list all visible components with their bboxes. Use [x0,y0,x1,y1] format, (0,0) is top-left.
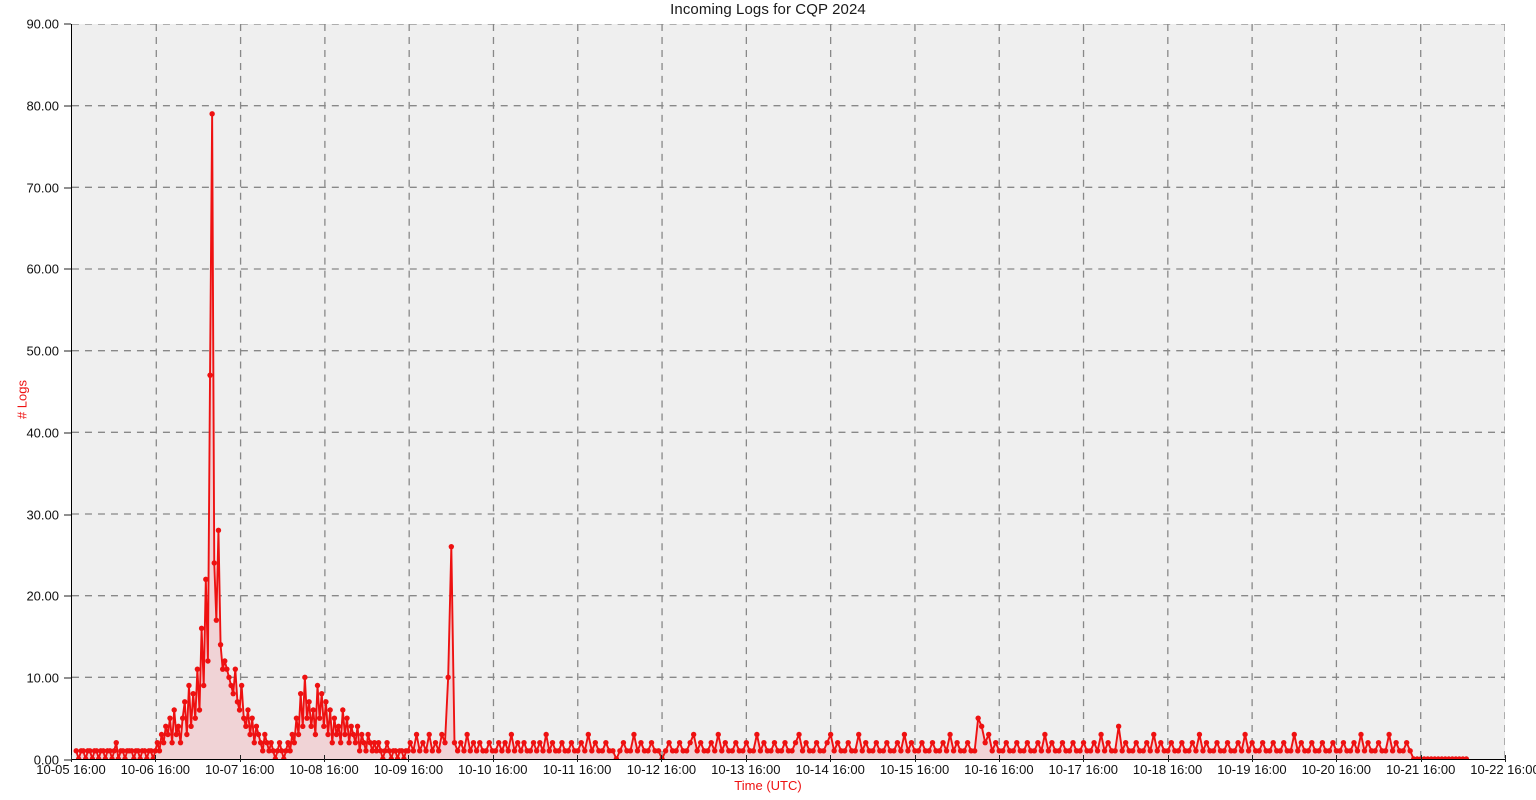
y-axis-tick-group: 0.00 10.00 20.00 30.00 40.00 50.00 60.00 70.00 8… [0,0,71,790]
y-tick-mark [64,514,71,516]
y-tick-mark [64,432,71,434]
y-tick-mark [64,105,71,107]
x-tick-label: 10-16 16:00 [964,762,1034,777]
y-tick-label: 30.00 [26,507,59,523]
x-tick-mark [745,755,747,762]
y-tick-mark [64,268,71,270]
x-tick-label: 10-22 16:00 [1470,762,1536,777]
x-tick-mark [1420,755,1422,762]
y-tick-mark [64,759,71,761]
x-tick-label: 10-13 16:00 [711,762,781,777]
x-tick-mark [1251,755,1253,762]
chart-title: Incoming Logs for CQP 2024 [670,1,866,18]
y-tick-label: 0.00 [33,752,59,768]
x-tick-mark [1505,755,1506,762]
y-tick-label: 50.00 [26,343,59,359]
y-tick-label: 20.00 [26,588,59,604]
x-tick-label: 10-07 16:00 [205,762,275,777]
log-count-series [73,111,1470,759]
x-tick-label: 10-11 16:00 [542,762,612,777]
y-tick-mark [64,677,71,679]
x-tick-label: 10-15 16:00 [879,762,950,777]
x-axis-tick-group: 10-05 16:00 10-06 16:00 10-07 16:00 10-08 1… [0,755,1536,784]
x-tick-label: 10-08 16:00 [289,762,359,777]
y-tick-mark [64,187,71,189]
x-tick-label: 10-06 16:00 [120,762,191,777]
plot-area [71,24,1505,760]
y-tick-mark [64,595,71,597]
x-tick-label: 10-20 16:00 [1301,762,1371,777]
x-tick-mark [492,755,494,762]
x-tick-mark [71,755,72,762]
y-tick-mark [64,23,71,25]
y-tick-mark [64,350,71,352]
x-tick-mark [1083,755,1085,762]
x-tick-mark [830,755,832,762]
x-tick-mark [1167,755,1169,762]
x-tick-label: 10-10 16:00 [458,762,528,777]
x-tick-mark [914,755,916,762]
x-tick-label: 10-09 16:00 [373,762,444,777]
y-tick-label: 70.00 [26,180,59,196]
x-tick-mark [408,755,410,762]
x-tick-mark [239,755,241,762]
x-tick-label: 10-05 16:00 [36,762,106,777]
y-tick-label: 60.00 [26,261,59,277]
x-tick-label: 10-19 16:00 [1217,762,1287,777]
y-tick-label: 90.00 [26,16,59,32]
x-tick-mark [577,755,579,762]
y-tick-label: 40.00 [26,425,59,441]
x-tick-label: 10-12 16:00 [626,762,697,777]
x-tick-mark [155,755,157,762]
x-tick-label: 10-18 16:00 [1132,762,1203,777]
x-tick-mark [1336,755,1338,762]
y-tick-label: 80.00 [26,98,59,114]
x-tick-label: 10-17 16:00 [1048,762,1118,777]
x-tick-label: 10-21 16:00 [1385,762,1456,777]
x-tick-label: 10-14 16:00 [795,762,865,777]
y-axis-title: # Logs [14,379,30,420]
x-tick-mark [324,755,326,762]
x-tick-mark [998,755,1000,762]
y-tick-label: 10.00 [26,670,59,686]
x-tick-mark [661,755,663,762]
grid-lines [72,24,1505,759]
x-axis-title: Time (UTC) [734,778,802,793]
